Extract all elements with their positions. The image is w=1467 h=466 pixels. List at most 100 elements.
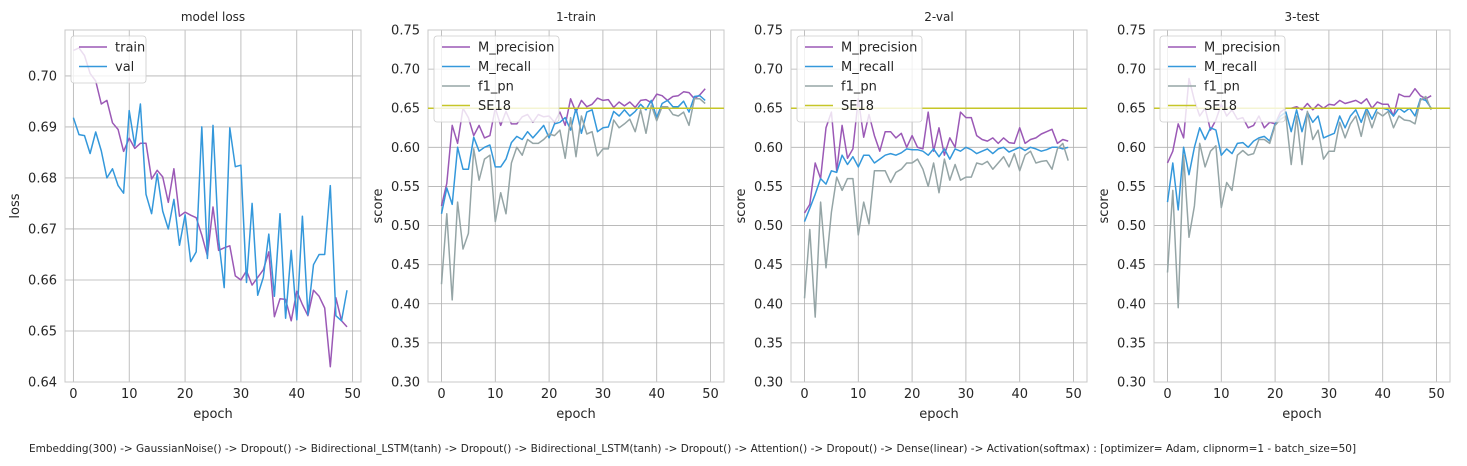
y-tick-label: 0.70 [754,63,783,78]
y-tick-label: 0.30 [391,376,420,391]
model-architecture-caption: Embedding(300) -> GaussianNoise() -> Dro… [29,443,1357,455]
x-tick-label: 30 [595,387,612,402]
legend-box [433,35,560,123]
series-line-f1-pn [440,98,706,301]
y-axis-label: score [1097,189,1112,224]
legend-box [796,35,923,123]
legend-entry: M_precision [1204,41,1280,56]
series-line-m-precision [440,88,706,207]
legend-entry: f1_pn [478,80,514,95]
panel-3: 0 10 20 30 40 50 0.30 0.35 0.40 0.45 0.50 0.55 0.60 0… [734,10,1088,422]
y-tick-label: 0.35 [391,336,420,351]
x-axis-label: epoch [556,407,596,422]
series-line-m-precision [803,98,1069,214]
series-line-val [72,103,348,322]
y-tick-label: 0.70 [1117,63,1146,78]
x-tick-label: 20 [904,387,921,402]
legend-entry: SE18 [1204,99,1237,114]
x-tick-label: 30 [958,387,975,402]
axes-frame [64,29,362,383]
x-tick-label: 10 [1213,387,1230,402]
series-line-m-recall [803,146,1069,222]
axes-frame [790,29,1088,383]
chart-title: 1-train [556,10,596,24]
x-tick-label: 20 [177,387,194,402]
chart-title: model loss [181,10,245,24]
y-tick-label: 0.65 [391,102,420,117]
y-tick-label: 0.55 [391,180,420,195]
x-axis-label: epoch [1282,407,1322,422]
y-tick-label: 0.60 [1117,141,1146,156]
legend-entry: f1_pn [1204,80,1240,95]
y-tick-label: 0.67 [28,222,57,237]
x-tick-label: 0 [69,387,77,402]
legend: M_precision M_recall f1_pn SE18 [433,35,560,123]
legend-box [1159,35,1286,123]
series-line-f1-pn [803,142,1069,318]
panel-2: 0 10 20 30 40 50 0.30 0.35 0.40 0.45 0.50 0.55 0.60 0… [371,10,725,422]
y-axis-label: score [371,189,386,224]
y-tick-label: 0.69 [28,120,57,135]
y-tick-label: 0.55 [754,180,783,195]
legend-entry: val [115,60,134,75]
panel-4: 0 10 20 30 40 50 0.30 0.35 0.40 0.45 0.50 0.55 0.60 0… [1097,10,1451,422]
x-axis-label: epoch [193,407,233,422]
legend-entry: M_recall [478,60,531,75]
y-tick-label: 0.66 [28,273,57,288]
y-tick-label: 0.68 [28,171,57,186]
x-tick-label: 50 [1065,387,1082,402]
chart-title: 3-test [1284,10,1319,24]
x-tick-label: 10 [121,387,138,402]
axes-frame [1153,29,1451,383]
y-tick-label: 0.75 [754,24,783,39]
y-tick-label: 0.40 [391,297,420,312]
y-tick-label: 0.45 [1117,258,1146,273]
legend-entry: M_precision [841,41,917,56]
series-line-m-recall [1166,98,1432,211]
legend-entry: SE18 [478,99,511,114]
y-tick-label: 0.70 [28,69,57,84]
y-tick-label: 0.45 [391,258,420,273]
x-tick-label: 50 [702,387,719,402]
y-tick-label: 0.40 [754,297,783,312]
legend-entry: train [115,41,145,56]
legend: train val [70,35,147,84]
y-tick-label: 0.65 [28,324,57,339]
y-tick-label: 0.60 [391,141,420,156]
series-line-f1-pn [1166,95,1432,309]
x-tick-label: 0 [1163,387,1171,402]
y-tick-label: 0.65 [1117,102,1146,117]
x-tick-label: 0 [800,387,808,402]
y-tick-label: 0.35 [754,336,783,351]
y-tick-label: 0.50 [1117,219,1146,234]
y-tick-label: 0.30 [1117,376,1146,391]
y-tick-label: 0.64 [28,376,57,391]
x-tick-label: 30 [233,387,250,402]
x-tick-label: 40 [1374,387,1391,402]
x-tick-label: 50 [344,387,361,402]
legend-entry: M_recall [1204,60,1257,75]
y-tick-label: 0.65 [754,102,783,117]
x-tick-label: 10 [850,387,867,402]
y-tick-label: 0.50 [391,219,420,234]
y-tick-label: 0.45 [754,258,783,273]
y-tick-label: 0.55 [1117,180,1146,195]
x-tick-label: 40 [648,387,665,402]
y-tick-label: 0.70 [391,63,420,78]
panel-1: 0 10 20 30 40 50 0.64 0.65 0.66 0.67 0.68 0.69 0.70 m… [8,10,362,422]
x-tick-label: 10 [487,387,504,402]
y-tick-label: 0.60 [754,141,783,156]
y-axis-label: loss [8,193,23,218]
chart-title: 2-val [924,10,953,24]
x-tick-label: 40 [1011,387,1028,402]
legend-entry: f1_pn [841,80,877,95]
x-tick-label: 50 [1428,387,1445,402]
y-tick-label: 0.40 [1117,297,1146,312]
series-line-m-recall [440,94,706,214]
legend-entry: SE18 [841,99,874,114]
legend: M_precision M_recall f1_pn SE18 [796,35,923,123]
legend: M_precision M_recall f1_pn SE18 [1159,35,1286,123]
x-tick-label: 30 [1321,387,1338,402]
x-axis-label: epoch [919,407,959,422]
